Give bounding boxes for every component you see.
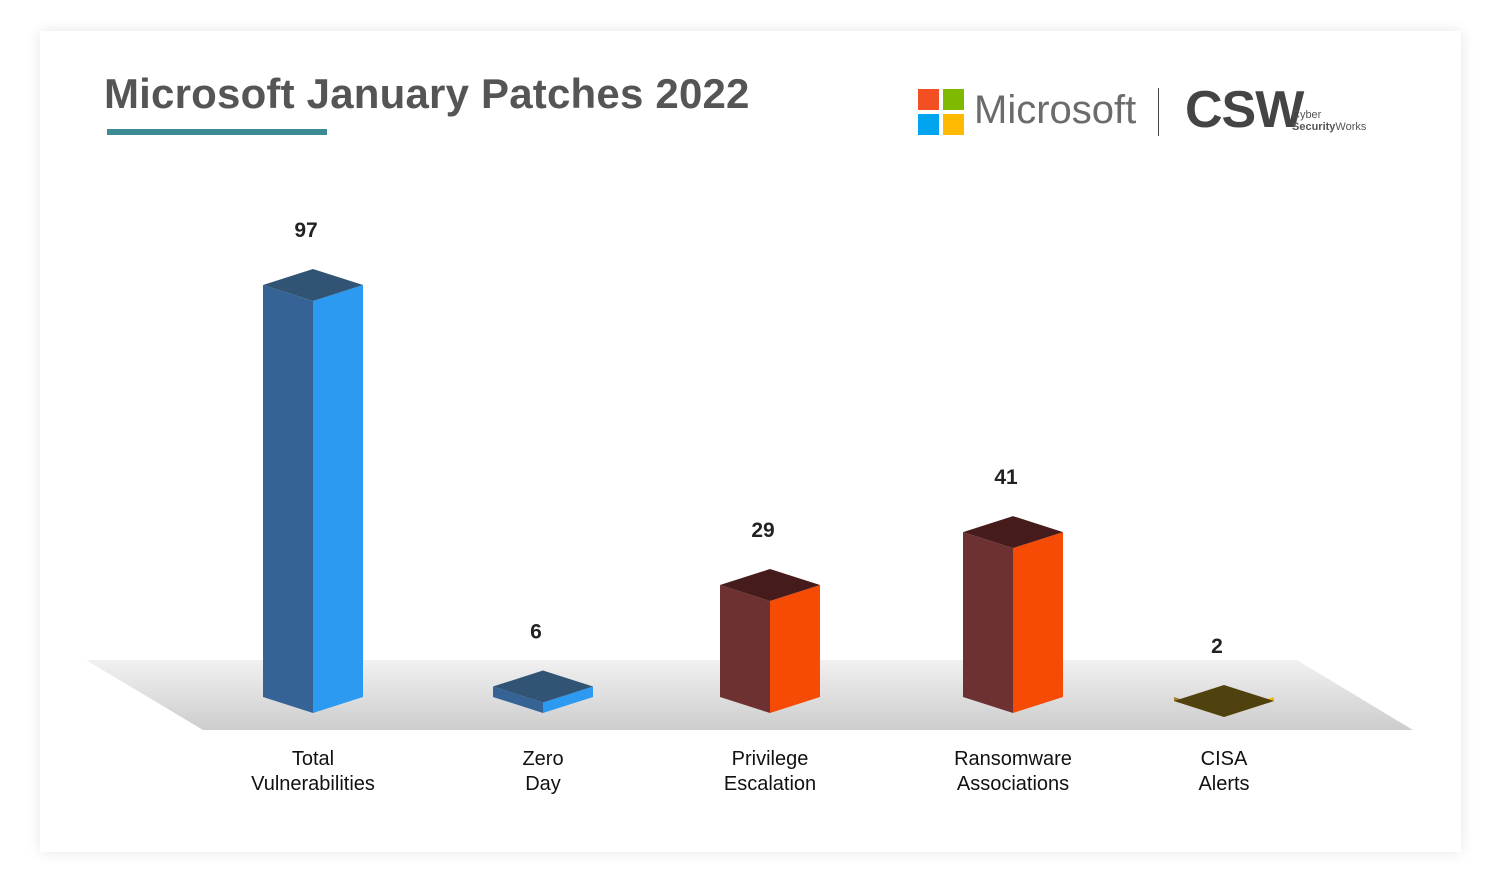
csw-logo-text: CSW xyxy=(1185,81,1304,139)
bar-zero-day-top-face xyxy=(493,670,593,703)
category-label-line: Privilege xyxy=(731,748,809,770)
value-label-total-vulnerabilities: 97 xyxy=(294,219,317,242)
value-label-ransomware-associations: 41 xyxy=(994,466,1018,489)
value-label-privilege-escalation: 29 xyxy=(751,519,774,542)
csw-logo-works: Works xyxy=(1335,121,1367,133)
bar-total-vulnerabilities-right-face xyxy=(313,285,363,713)
category-label-line: CISA xyxy=(1200,748,1248,770)
bar-ransomware-associations-left-face xyxy=(963,532,1013,713)
category-label-line: Associations xyxy=(956,773,1070,795)
category-label-line: Vulnerabilities xyxy=(251,773,375,795)
category-label-line: Ransomware xyxy=(954,748,1072,770)
category-label-line: Escalation xyxy=(723,773,817,795)
value-label-cisa-alerts: 2 xyxy=(1211,635,1223,658)
page-title: Microsoft January Patches 2022 xyxy=(104,70,750,117)
bar-cisa-alerts-top-face xyxy=(1174,685,1274,717)
category-label-line: Alerts xyxy=(1198,773,1250,795)
microsoft-logo-text: Microsoft xyxy=(974,88,1137,132)
csw-logo-security: Security xyxy=(1292,121,1336,133)
microsoft-logo-green-square xyxy=(943,89,964,110)
bar-privilege-escalation-right-face xyxy=(770,585,820,713)
bar-privilege-escalation-left-face xyxy=(720,585,770,713)
category-label-line: Total xyxy=(291,748,335,770)
bar-total-vulnerabilities-left-face xyxy=(263,285,313,713)
microsoft-logo-yellow-square xyxy=(943,114,964,135)
category-label-zero-day: Zero Day xyxy=(433,747,653,797)
bar-zero-day-right-face xyxy=(543,686,593,713)
logo-divider xyxy=(1158,88,1159,136)
category-label-privilege-escalation: Privilege Escalation xyxy=(660,747,880,797)
microsoft-logo-icon xyxy=(918,89,964,135)
bar-ransomware-associations-right-face xyxy=(1013,532,1063,713)
category-label-ransomware-associations: Ransomware Associations xyxy=(903,747,1123,797)
category-label-total-vulnerabilities: Total Vulnerabilities xyxy=(203,747,423,797)
bar-zero-day-left-face xyxy=(493,686,543,713)
microsoft-logo-red-square xyxy=(918,89,939,110)
title-underline xyxy=(107,129,327,135)
microsoft-logo-blue-square xyxy=(918,114,939,135)
bar-ransomware-associations-top-face xyxy=(963,516,1063,549)
category-label-cisa-alerts: CISA Alerts xyxy=(1114,747,1334,797)
bar-privilege-escalation-top-face xyxy=(720,569,820,602)
bar-total-vulnerabilities-top-face xyxy=(263,269,363,301)
csw-logo-subtitle-line1: Cyber xyxy=(1292,109,1322,121)
csw-logo-subtitle-line2: SecurityWorks xyxy=(1292,121,1366,133)
category-label-line: Zero xyxy=(522,748,564,770)
category-label-line: Day xyxy=(525,773,561,795)
value-label-zero-day: 6 xyxy=(530,621,542,644)
